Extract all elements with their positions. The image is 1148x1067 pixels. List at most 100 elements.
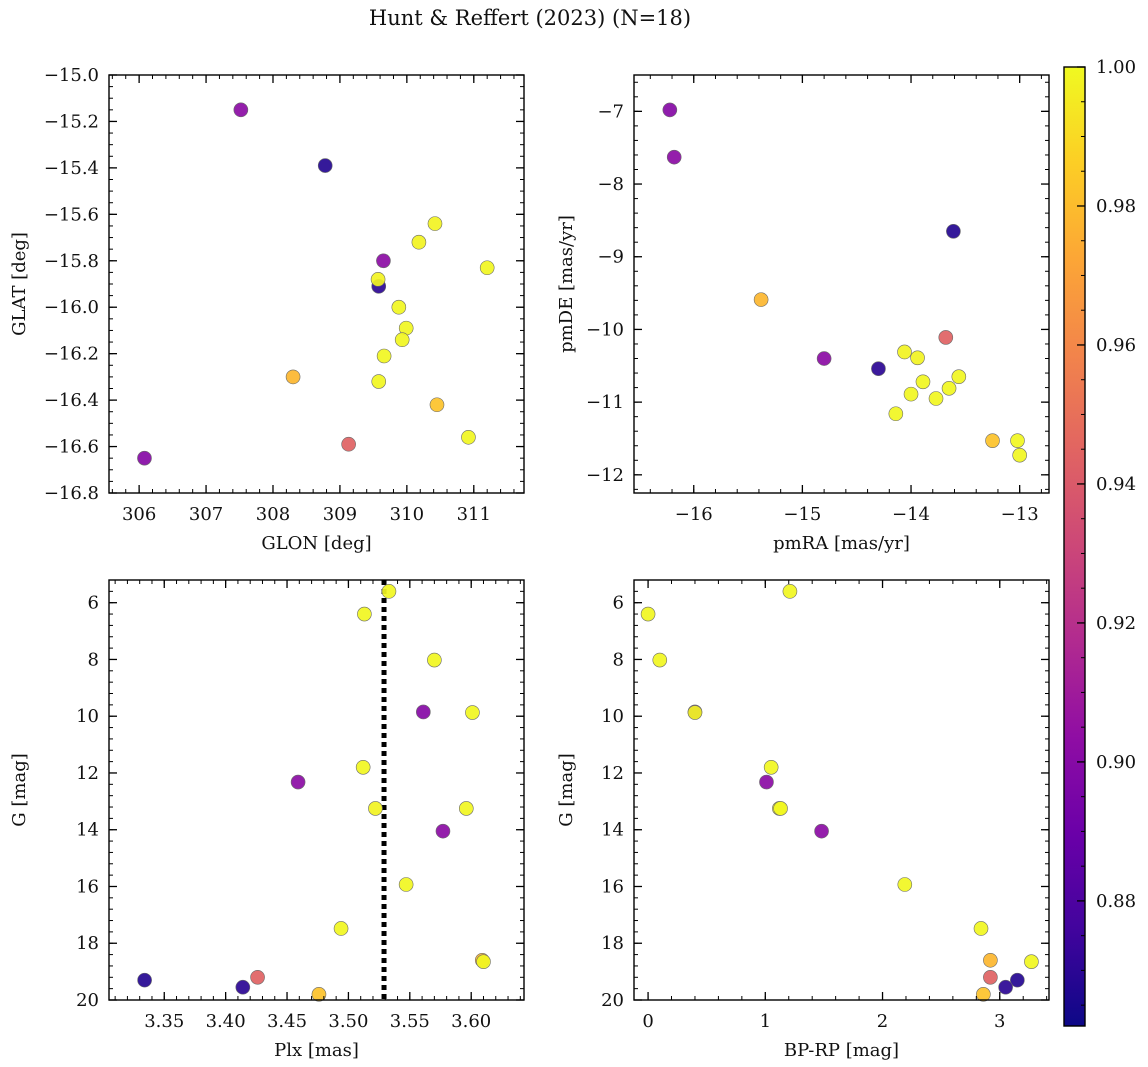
- data-point: [928, 391, 944, 406]
- data-point: [897, 877, 913, 892]
- data-point: [371, 374, 387, 389]
- plot-frame: [633, 579, 1050, 1001]
- y-axis-label: GLAT [deg]: [9, 232, 30, 336]
- data-point: [317, 158, 333, 173]
- colorbar-gradient: [1063, 66, 1086, 1027]
- x-tick-label: 308: [256, 504, 290, 525]
- y-tick-label: −16.8: [44, 483, 99, 504]
- data-point: [285, 369, 301, 385]
- y-axis-label: pmDE [mas/yr]: [556, 215, 577, 353]
- x-tick-label: 3.40: [206, 1011, 246, 1032]
- data-point: [416, 704, 431, 720]
- data-point: [381, 584, 397, 599]
- y-tick-label: 16: [601, 876, 624, 897]
- x-axis-label: BP-RP [mag]: [784, 1040, 899, 1061]
- y-tick-label: −15.4: [44, 158, 99, 179]
- data-point: [983, 952, 998, 968]
- data-point: [435, 823, 451, 839]
- data-point: [376, 348, 392, 364]
- y-tick-label: −16.2: [44, 344, 99, 365]
- y-tick-label: −16.0: [44, 297, 99, 318]
- data-point: [376, 253, 391, 269]
- colorbar-tick-label: 0.92: [1096, 613, 1136, 634]
- data-point: [903, 386, 919, 402]
- data-point: [687, 705, 703, 720]
- y-tick-label: −7: [597, 101, 624, 122]
- data-point: [391, 299, 407, 315]
- y-tick-label: −16.4: [44, 390, 99, 411]
- data-point: [759, 774, 774, 790]
- data-point: [871, 361, 886, 376]
- data-point: [888, 406, 904, 422]
- y-tick-label: 14: [601, 820, 624, 841]
- data-point: [368, 801, 383, 816]
- data-point: [897, 344, 912, 360]
- y-tick-label: −15.6: [44, 204, 99, 225]
- y-tick-label: −11: [586, 392, 624, 413]
- x-tick-label: 3.50: [328, 1011, 368, 1032]
- y-tick-label: −8: [597, 174, 624, 195]
- figure-title: Hunt & Reffert (2023) (N=18): [368, 6, 692, 30]
- x-tick-label: −13: [1001, 504, 1039, 525]
- y-tick-label: 12: [76, 763, 99, 784]
- data-point: [355, 759, 371, 775]
- y-tick-label: −15.2: [44, 111, 99, 132]
- x-tick-label: 310: [390, 504, 424, 525]
- data-point: [973, 921, 989, 936]
- x-tick-label: 3: [994, 1011, 1005, 1032]
- data-point: [1024, 954, 1039, 969]
- data-point: [951, 369, 967, 384]
- y-tick-label: 20: [76, 990, 99, 1011]
- y-tick-label: −15.0: [44, 65, 99, 86]
- colorbar-tick-label: 0.94: [1096, 474, 1136, 495]
- data-point: [938, 330, 954, 345]
- data-point: [814, 823, 829, 839]
- y-tick-label: 12: [601, 763, 624, 784]
- data-point: [946, 223, 961, 239]
- data-point: [311, 987, 327, 1002]
- y-tick-label: −10: [586, 319, 624, 340]
- y-tick-label: −9: [597, 247, 624, 268]
- colorbar-tick-label: 0.88: [1096, 891, 1136, 912]
- colorbar-tick-label: 0.96: [1096, 335, 1136, 356]
- scatter-panel-2: −16 −15 −14 −13 −12 −11 −10 −9 −8 −7 pmRA [mas/yr]…: [556, 74, 1050, 554]
- data-point: [998, 979, 1013, 995]
- data-point: [427, 652, 442, 668]
- data-point: [290, 774, 306, 790]
- y-tick-label: 18: [601, 933, 624, 954]
- x-tick-label: −14: [892, 504, 930, 525]
- data-point: [235, 979, 251, 995]
- data-point: [333, 921, 349, 936]
- colorbar-tick-label: 0.98: [1096, 196, 1136, 217]
- x-tick-label: 3.60: [451, 1011, 491, 1032]
- data-point: [461, 429, 476, 445]
- y-tick-label: −15.8: [44, 251, 99, 272]
- y-tick-label: 6: [88, 593, 99, 614]
- data-point: [782, 584, 798, 599]
- x-tick-label: 3.45: [267, 1011, 307, 1032]
- data-point: [976, 987, 991, 1002]
- plot-frame: [108, 579, 525, 1001]
- data-point: [763, 759, 779, 775]
- scatter-panel-3: 3.35 3.40 3.45 3.50 3.55 3.60 6 8 10 12 14 16 18 20 Pl…: [9, 579, 525, 1061]
- data-point: [137, 972, 152, 988]
- data-point: [910, 350, 925, 366]
- data-point: [476, 954, 491, 969]
- data-point: [398, 877, 414, 892]
- x-tick-label: 309: [323, 504, 357, 525]
- data-point: [1012, 447, 1027, 463]
- x-tick-label: 2: [877, 1011, 888, 1032]
- data-point: [941, 381, 957, 396]
- data-point: [250, 969, 265, 985]
- y-tick-label: 16: [76, 876, 99, 897]
- data-point: [652, 652, 668, 668]
- y-tick-label: 14: [76, 820, 99, 841]
- y-tick-label: −16.6: [44, 437, 99, 458]
- data-point: [458, 801, 474, 816]
- data-point: [357, 606, 372, 622]
- colorbar-tick-label: 1.00: [1096, 57, 1136, 78]
- y-tick-label: 8: [88, 649, 99, 670]
- x-tick-label: 311: [457, 504, 491, 525]
